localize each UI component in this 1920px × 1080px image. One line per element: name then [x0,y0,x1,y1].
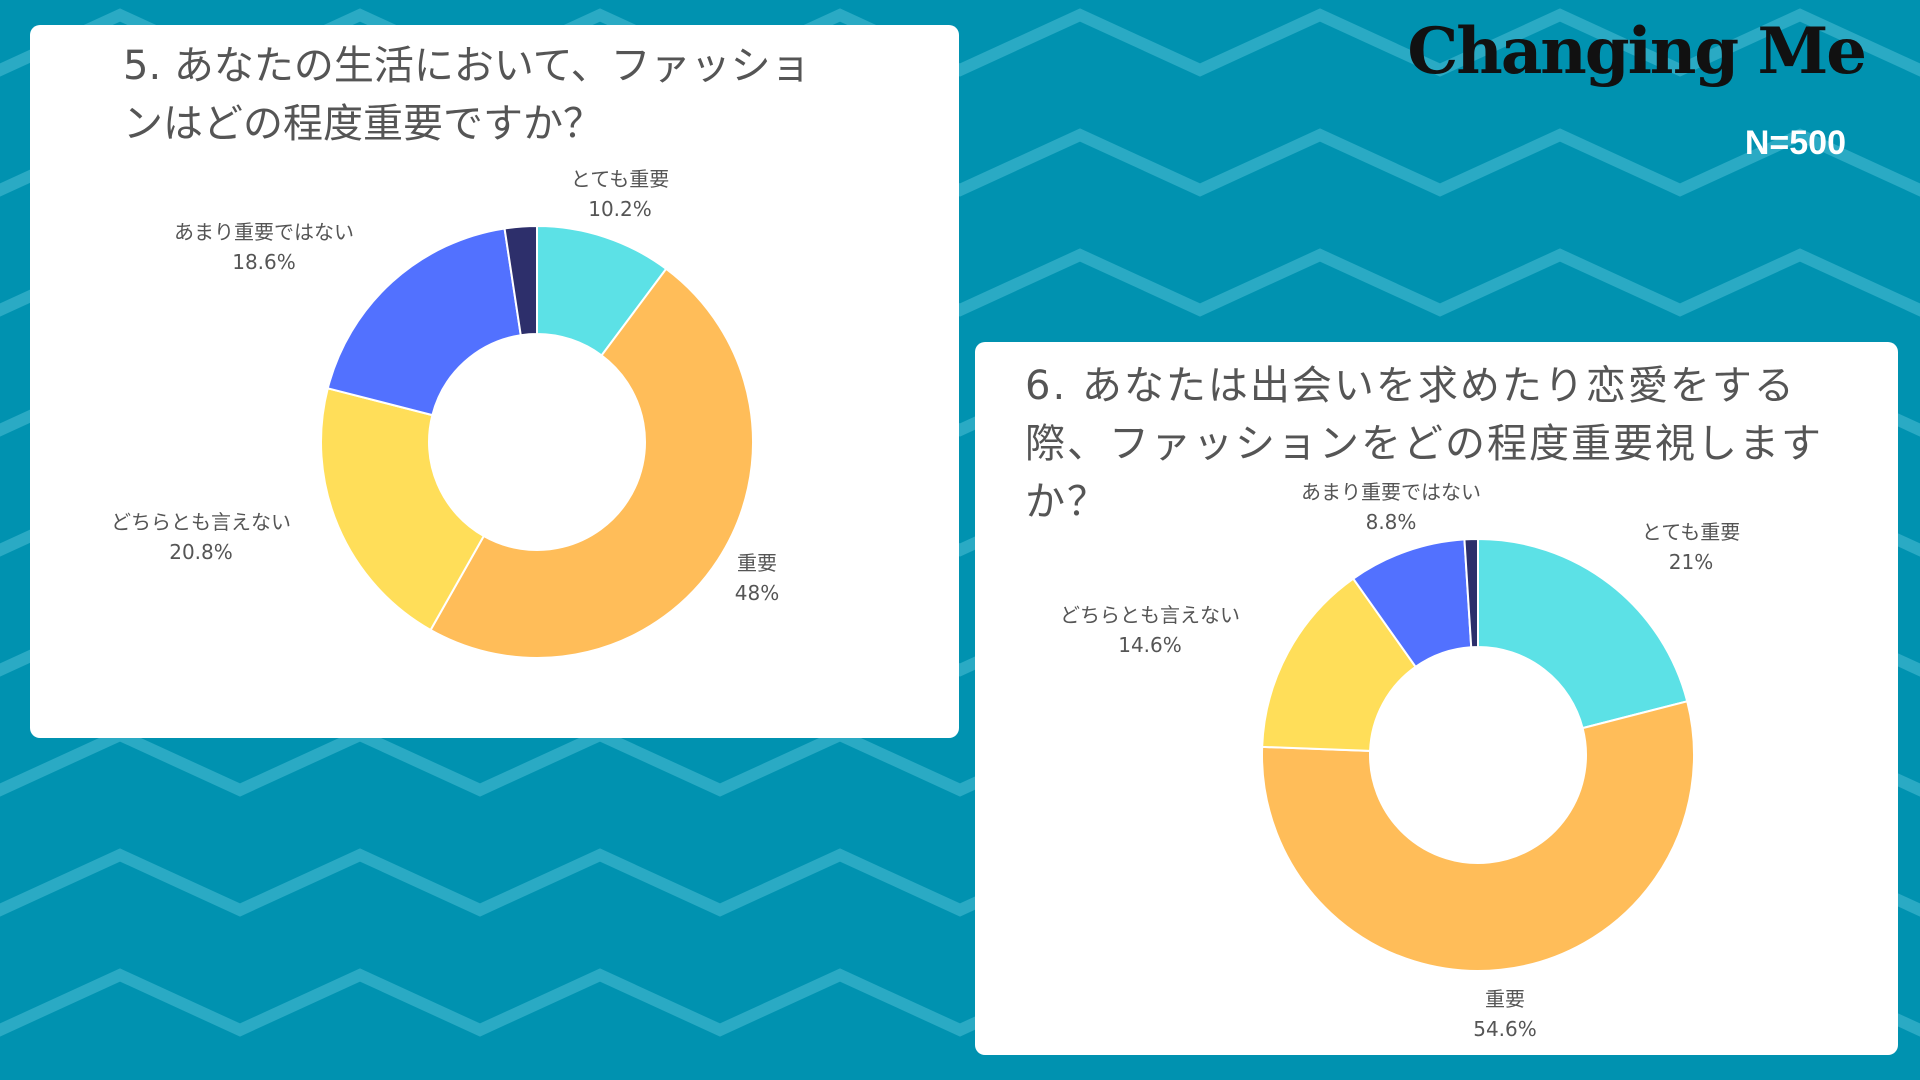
slice-value-label: 54.6% [1473,1017,1537,1041]
donut-slice [320,387,486,632]
slice-value-label: 8.8% [1366,510,1417,534]
donut-slice [503,224,538,337]
brand-logo: Changing Me [1407,14,1867,89]
slice-label: どちらとも言えない [1060,603,1240,627]
slice-label: 重要 [737,551,777,575]
slice-label: とても重要 [571,167,669,191]
slice-label: あまり重要ではない [1301,480,1481,504]
donut-slice [1477,537,1689,730]
sample-size-label: N=500 [1744,124,1846,162]
slice-value-label: 21% [1669,550,1713,574]
chart-title-q5: 5. あなたの生活において、ファッションはどの程度重要ですか？ [123,43,811,147]
donut-slice [1261,577,1418,752]
slice-label: 重要 [1485,987,1525,1011]
donut-slice [1463,537,1479,649]
donut-slice [1261,700,1695,972]
slice-value-label: 48% [735,581,779,605]
slice-label: あまり重要ではない [174,220,354,244]
donut-chart-q5: とても重要 10.2% 重要 48% どちらとも言えない 20.8% あまり重要ではない 18… [111,167,779,659]
slice-label: どちらとも言えない [111,510,291,534]
donut-slice [326,227,522,417]
chart-card-q6: 6. あなたは出会いを求めたり恋愛をする際、ファッションをどの程度重要視しますか… [975,342,1898,1055]
slice-value-label: 18.6% [232,250,296,274]
slice-label: とても重要 [1642,520,1740,544]
slice-value-label: 10.2% [588,197,652,221]
donut-chart-q6: とても重要 21% 重要 54.6% どちらとも言えない 14.6% あまり重要ではない 8.… [1060,480,1740,1041]
donut-slice [429,267,754,659]
slice-value-label: 14.6% [1118,633,1182,657]
chart-title-q6: 6. あなたは出会いを求めたり恋愛をする際、ファッションをどの程度重要視しますか… [1025,363,1823,525]
chart-card-q5: 5. あなたの生活において、ファッションはどの程度重要ですか？ とても重要 10.… [30,25,959,738]
slice-value-label: 20.8% [169,540,233,564]
